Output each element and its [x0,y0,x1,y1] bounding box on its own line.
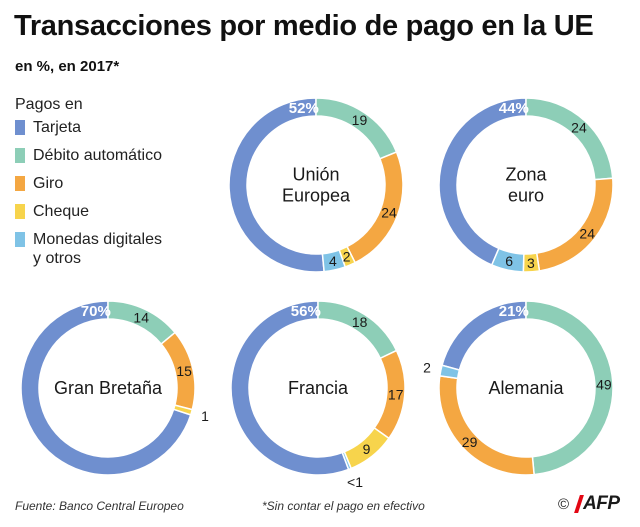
legend-title: Pagos en [15,96,83,113]
center-label: Unión [292,165,339,185]
data-label-tarjeta: 70% [81,303,111,320]
donut-segment-cheque [172,404,194,416]
center-label: Francia [288,378,349,398]
donut-segment-giro [535,177,614,272]
donut-segment-tarjeta [230,300,350,476]
center-label: Europea [282,186,351,206]
donut-segment-monedas [321,249,347,273]
center-label: Zona [505,165,547,185]
data-label-debito: 19 [352,112,368,128]
data-label-debito: 18 [352,314,368,330]
data-label-tarjeta: 21% [499,303,529,320]
data-label-giro: 24 [381,204,397,220]
donut-gran-bretana: 70% 14 15 1 Gran Bretaña [20,300,209,476]
legend-item-cheque: Cheque [15,202,215,221]
legend-item-giro: Giro [15,174,215,193]
afp-logo-text: AFP [583,493,620,514]
donut-segment-debito [315,97,398,160]
data-label-monedas: 2 [423,360,431,376]
data-label-debito: 24 [571,120,587,136]
legend-item-debito: Débito automático [15,146,215,165]
data-label-cheque: 3 [527,255,535,271]
legend-swatch [15,204,25,219]
legend-item-tarjeta: Tarjeta [15,118,215,137]
donut-segment-monedas [490,247,525,273]
donut-alemania: 21% 49 29 2 Alemania [423,300,614,476]
donut-francia: 56% 18 17 9 <1 Francia [230,300,406,490]
legend-label: Giro [33,175,64,192]
legend-swatch [15,120,25,135]
legend-item-monedas: Monedas digitales y otros [15,230,215,268]
donut-segment-monedas [341,450,353,471]
legend-swatch [15,148,25,163]
legend-label: Tarjeta [33,119,82,136]
data-label-cheque: 9 [363,441,371,457]
legend-label: Monedas digitales y otros [33,231,162,267]
data-label-monedas: 6 [505,253,513,269]
footnote: *Sin contar el pago en efectivo [262,499,425,513]
data-label-giro: 29 [462,434,478,450]
data-label-debito: 14 [133,309,149,325]
legend-swatch [15,232,25,247]
afp-logo: AFP [572,493,625,514]
data-label-giro: 24 [579,225,595,241]
source-note: Fuente: Banco Central Europeo [15,499,184,513]
data-label-giro: 15 [176,363,192,379]
data-label-monedas: <1 [347,474,363,490]
legend-label: Cheque [33,203,90,220]
chart-subtitle: en %, en 2017* [15,58,120,75]
center-label: Alemania [488,378,564,398]
data-label-tarjeta: 44% [499,100,529,117]
legend-label: Débito automático [33,147,162,164]
data-label-tarjeta: 52% [289,100,319,117]
legend-swatch [15,176,25,191]
center-label: euro [508,186,544,206]
data-label-cheque: 1 [201,408,209,424]
donut-segment-monedas [439,364,461,380]
donut-segment-tarjeta [20,300,192,476]
center-label: Gran Bretaña [54,378,163,398]
data-label-tarjeta: 56% [291,303,321,320]
data-label-debito: 49 [596,376,612,392]
legend: Pagos en Tarjeta Débito automático Giro … [15,96,215,277]
data-label-monedas: 4 [329,253,337,269]
data-label-giro: 17 [388,387,404,403]
credit: © AFP [558,493,625,514]
chart-title: Transacciones por medio de pago en la UE [14,10,594,42]
data-label-cheque: 2 [343,249,351,265]
copyright-symbol: © [558,495,570,513]
